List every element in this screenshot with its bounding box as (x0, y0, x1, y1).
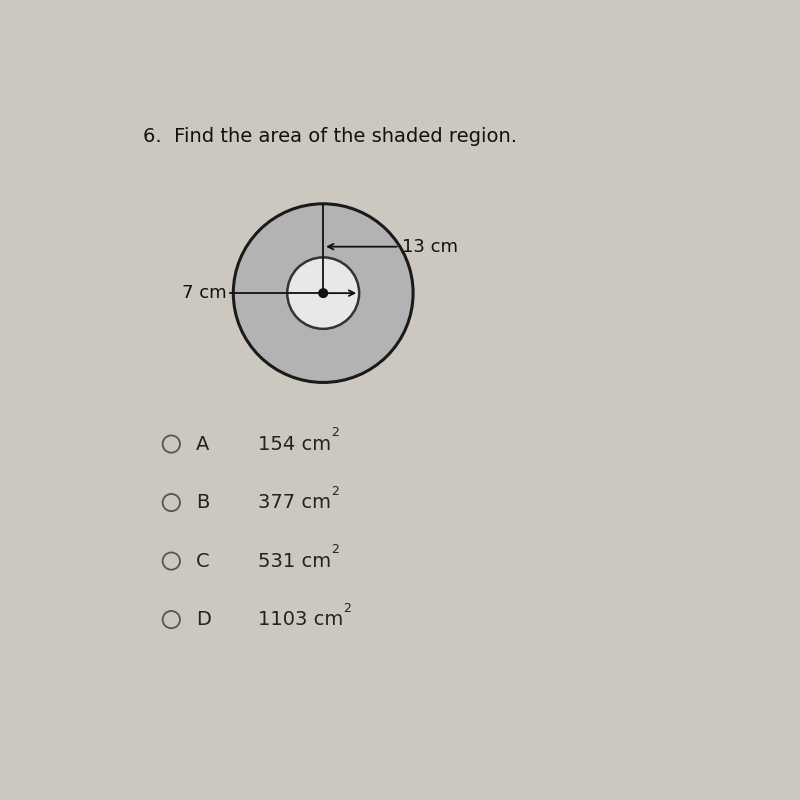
Text: 13 cm: 13 cm (402, 238, 458, 256)
Text: 6.  Find the area of the shaded region.: 6. Find the area of the shaded region. (143, 126, 518, 146)
Text: 2: 2 (331, 543, 339, 557)
Text: 2: 2 (331, 426, 339, 439)
Text: 154 cm: 154 cm (258, 434, 331, 454)
Text: 377 cm: 377 cm (258, 493, 331, 512)
Text: C: C (196, 551, 210, 570)
Text: 2: 2 (331, 485, 339, 498)
Text: 7 cm: 7 cm (182, 284, 227, 302)
Text: B: B (196, 493, 210, 512)
Circle shape (319, 289, 327, 298)
Circle shape (234, 204, 413, 382)
Circle shape (287, 258, 359, 329)
Text: A: A (196, 434, 210, 454)
Text: 531 cm: 531 cm (258, 551, 331, 570)
Text: D: D (196, 610, 211, 629)
Text: 2: 2 (343, 602, 351, 615)
Text: 1103 cm: 1103 cm (258, 610, 343, 629)
